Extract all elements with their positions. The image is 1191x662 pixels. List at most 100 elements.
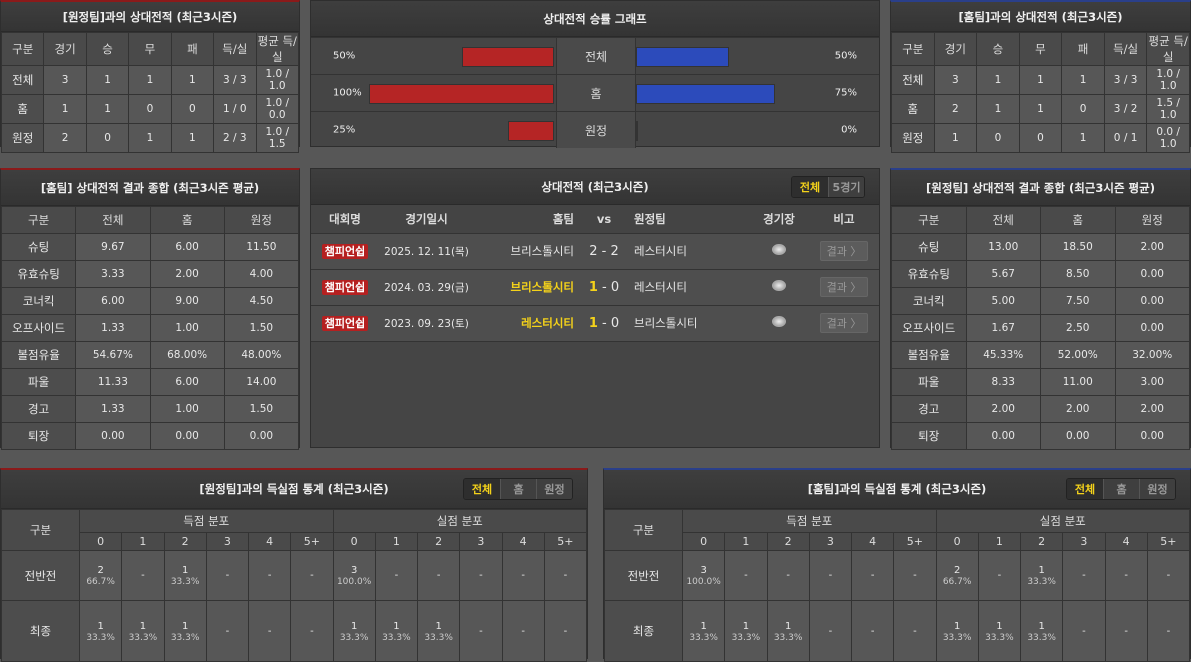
stadium-icon[interactable] — [772, 316, 786, 327]
tab-home[interactable]: 홈 — [1103, 479, 1139, 499]
table-row: 경고 2.00 2.00 2.00 — [891, 395, 1190, 423]
table-row: 경고 1.33 1.00 1.50 — [0, 395, 300, 423]
distribution-cell: 3 100.0% — [681, 550, 726, 601]
conceded-header: 실점 분포 — [332, 509, 587, 533]
left-win-bar — [461, 47, 554, 67]
header-row: 구분 경기 승 무 패 득/실 평균 득/실 — [0, 32, 300, 66]
note-cell: 결과 〉 — [809, 233, 879, 270]
count: 1 — [139, 620, 147, 632]
table-row: 원정 1 0 0 1 0 / 1 0.0 / 1.0 — [891, 123, 1190, 153]
distribution-cell: - — [205, 550, 250, 601]
table-cell: 0.00 — [1114, 422, 1190, 450]
away-team[interactable]: 브리스톨시티 — [634, 305, 749, 342]
table-cell: 0.0 / 1.0 — [1146, 123, 1190, 153]
tab-all[interactable]: 전체 — [1067, 479, 1103, 499]
home-team[interactable]: 브리스톨시티 — [474, 269, 574, 306]
count: 3 — [700, 565, 707, 576]
score-separator: - — [602, 315, 607, 331]
panel-title: [원정팀]과의 득실점 통계 (최근3시즌) 전체 홈 원정 — [1, 470, 587, 509]
stadium-icon[interactable] — [772, 280, 786, 291]
row-label: 오프사이드 — [891, 314, 967, 342]
count: - — [563, 625, 568, 637]
count: 1 — [953, 620, 961, 632]
match-date: 2024. 03. 29(금) — [379, 269, 474, 306]
panel-title: [홈팀]과의 득실점 통계 (최근3시즌) 전체 홈 원정 — [604, 470, 1190, 509]
table-cell: 4.50 — [223, 287, 300, 315]
away-team[interactable]: 레스터시티 — [634, 233, 749, 270]
count: 2 — [953, 565, 961, 576]
tab-away[interactable]: 원정 — [536, 479, 572, 499]
count: 1 — [393, 620, 400, 632]
tab-last-5[interactable]: 5경기 — [828, 176, 864, 197]
tab-away[interactable]: 원정 — [1139, 479, 1175, 499]
table-row: 원정 2 0 1 1 2 / 3 1.0 / 1.5 — [0, 123, 300, 153]
result-button[interactable]: 결과 〉 — [819, 277, 869, 297]
col-date: 경기일시 — [379, 205, 474, 234]
table-row: 오프사이드 1.67 2.50 0.00 — [891, 314, 1190, 342]
count: - — [870, 625, 875, 637]
tab-all[interactable]: 전체 — [792, 176, 828, 197]
away-team[interactable]: 레스터시티 — [634, 269, 749, 306]
column-header: 원정 — [223, 206, 300, 234]
count: - — [225, 570, 230, 581]
table-cell: 3 / 3 — [1103, 65, 1148, 95]
table-cell: 2.50 — [1040, 314, 1116, 342]
count: - — [1166, 570, 1171, 581]
match-row: 챔피언쉽 2025. 12. 11(목) 브리스톨시티 2 - 2 레스터시티 … — [311, 233, 879, 270]
percent: 33.3% — [731, 632, 761, 643]
bucket-header: 2 — [416, 532, 461, 551]
home-team[interactable]: 브리스톨시티 — [474, 233, 574, 270]
left-percent: 25% — [333, 124, 356, 136]
distribution-cell: 3 100.0% — [332, 550, 376, 601]
home-team[interactable]: 레스터시티 — [474, 305, 574, 342]
table-cell: 0.00 — [149, 422, 225, 450]
distribution-cell: - — [1104, 550, 1148, 601]
row-label: 코너킥 — [0, 287, 77, 315]
competition-badge: 챔피언쉽 — [321, 316, 369, 331]
table-row: 파울 8.33 11.00 3.00 — [891, 368, 1190, 396]
distribution-cell: 2 66.7% — [935, 550, 979, 601]
result-button[interactable]: 결과 〉 — [819, 313, 869, 333]
home-record-panel: [홈팀]과의 상대전적 (최근3시즌) 구분 경기 승 무 패 득/실 평균 득/실 전체 3 1… — [890, 0, 1191, 153]
count: 1 — [181, 565, 189, 576]
distribution-cell: - — [893, 550, 937, 601]
row-label: 원정 — [0, 123, 45, 153]
table-cell: 1.00 — [149, 395, 225, 423]
match-history-panel: 상대전적 (최근3시즌) 전체 5경기 대회명 경기일시 홈팀 vs 원정팀 경기장 비… — [310, 168, 880, 448]
distribution-cell: 1 33.3% — [766, 600, 810, 662]
distribution-cell: 1 33.3% — [935, 600, 979, 662]
table-row: 슈팅 13.00 18.50 2.00 — [891, 233, 1190, 261]
left-percent: 100% — [333, 87, 362, 99]
scored-header: 득점 분포 — [79, 509, 334, 533]
percent: 33.3% — [86, 632, 115, 643]
table-cell: 2.00 — [1114, 395, 1190, 423]
bucket-header: 1 — [374, 532, 419, 551]
column-header: 평균 득/실 — [1146, 32, 1190, 66]
table-cell: 8.50 — [1040, 260, 1116, 288]
distribution-cell: - — [766, 550, 810, 601]
right-win-bar — [636, 47, 729, 67]
row-label: 볼점유율 — [891, 341, 967, 369]
stadium-icon[interactable] — [772, 244, 786, 255]
row-label: 전반전 — [1, 550, 80, 601]
count: - — [563, 570, 568, 581]
distribution-cell: 1 33.3% — [163, 600, 207, 662]
right-percent: 50% — [834, 50, 857, 62]
table-row: 전체 3 1 1 1 3 / 3 1.0 / 1.0 — [891, 65, 1190, 95]
bucket-header-row: 0 1 2 3 4 5+ 0 1 2 3 4 5+ — [2, 532, 588, 551]
score-separator: - — [602, 279, 607, 295]
score: 1 - 0 — [574, 269, 634, 306]
row-label: 전반전 — [604, 550, 683, 601]
tab-home[interactable]: 홈 — [500, 479, 536, 499]
bucket-header: 3 — [808, 532, 853, 551]
result-button[interactable]: 결과 〉 — [819, 241, 869, 261]
table-cell: 1 — [1018, 65, 1063, 95]
distribution-cell: - — [977, 550, 1022, 601]
tab-all[interactable]: 전체 — [464, 479, 500, 499]
table-cell: 3 / 2 — [1103, 94, 1148, 124]
distribution-cell: - — [893, 600, 937, 662]
column-header: 경기 — [933, 32, 978, 66]
distribution-cell: - — [724, 550, 768, 601]
bucket-header: 2 — [766, 532, 810, 551]
row-label: 파울 — [891, 368, 967, 396]
